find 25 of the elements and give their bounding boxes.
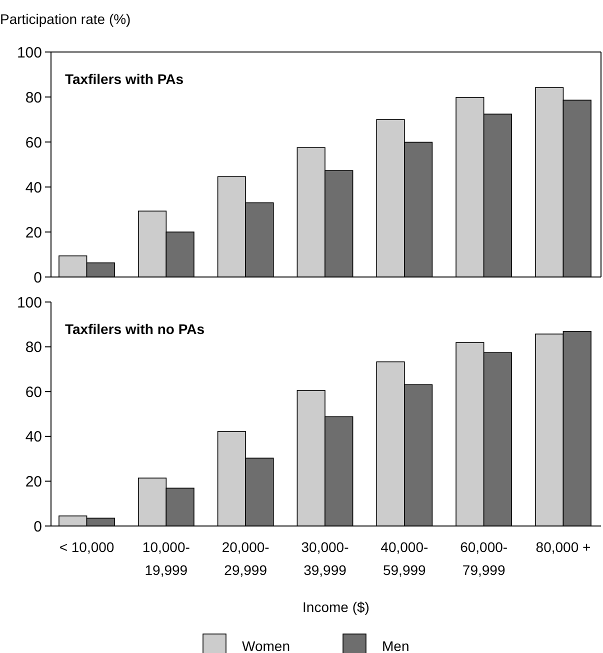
text: Taxfilers with no PAs — [65, 321, 205, 337]
x-tick-label: 60,000- 79,999 — [460, 539, 508, 578]
y-tick-label: 0 — [34, 269, 42, 286]
x-tick-label: 30,000- 39,999 — [301, 539, 350, 578]
y-tick-label: 40 — [25, 179, 42, 196]
y-axis-title: Participation rate (%) — [0, 11, 131, 27]
y-tick-label: 60 — [25, 134, 42, 152]
y-tick-label: 20 — [25, 473, 42, 490]
y-tick-label: 0 — [34, 518, 42, 536]
x-tick-label: 10,000- 19,999 — [142, 539, 190, 578]
legend-label: Men — [382, 638, 410, 653]
y-tick-label: 40 — [25, 428, 42, 446]
legend-label: Women — [242, 638, 290, 653]
x-axis-title: Income ($) — [302, 599, 370, 615]
y-tick-label: 80 — [25, 339, 42, 356]
y-tick-label: 100 — [16, 294, 42, 312]
y-tick-label: 100 — [16, 44, 42, 62]
y-tick-label: 60 — [25, 384, 42, 401]
x-tick-label: 80,000 + — [536, 539, 591, 555]
y-tick-label: 20 — [25, 224, 42, 242]
x-tick-label: < 10,000 — [59, 539, 114, 555]
x-tick-label: 20,000- 29,999 — [222, 539, 270, 578]
y-tick-label: 80 — [25, 89, 42, 106]
x-tick-label: 40,000- 59,999 — [380, 539, 428, 578]
text: Taxfilers with PAs — [65, 71, 184, 87]
